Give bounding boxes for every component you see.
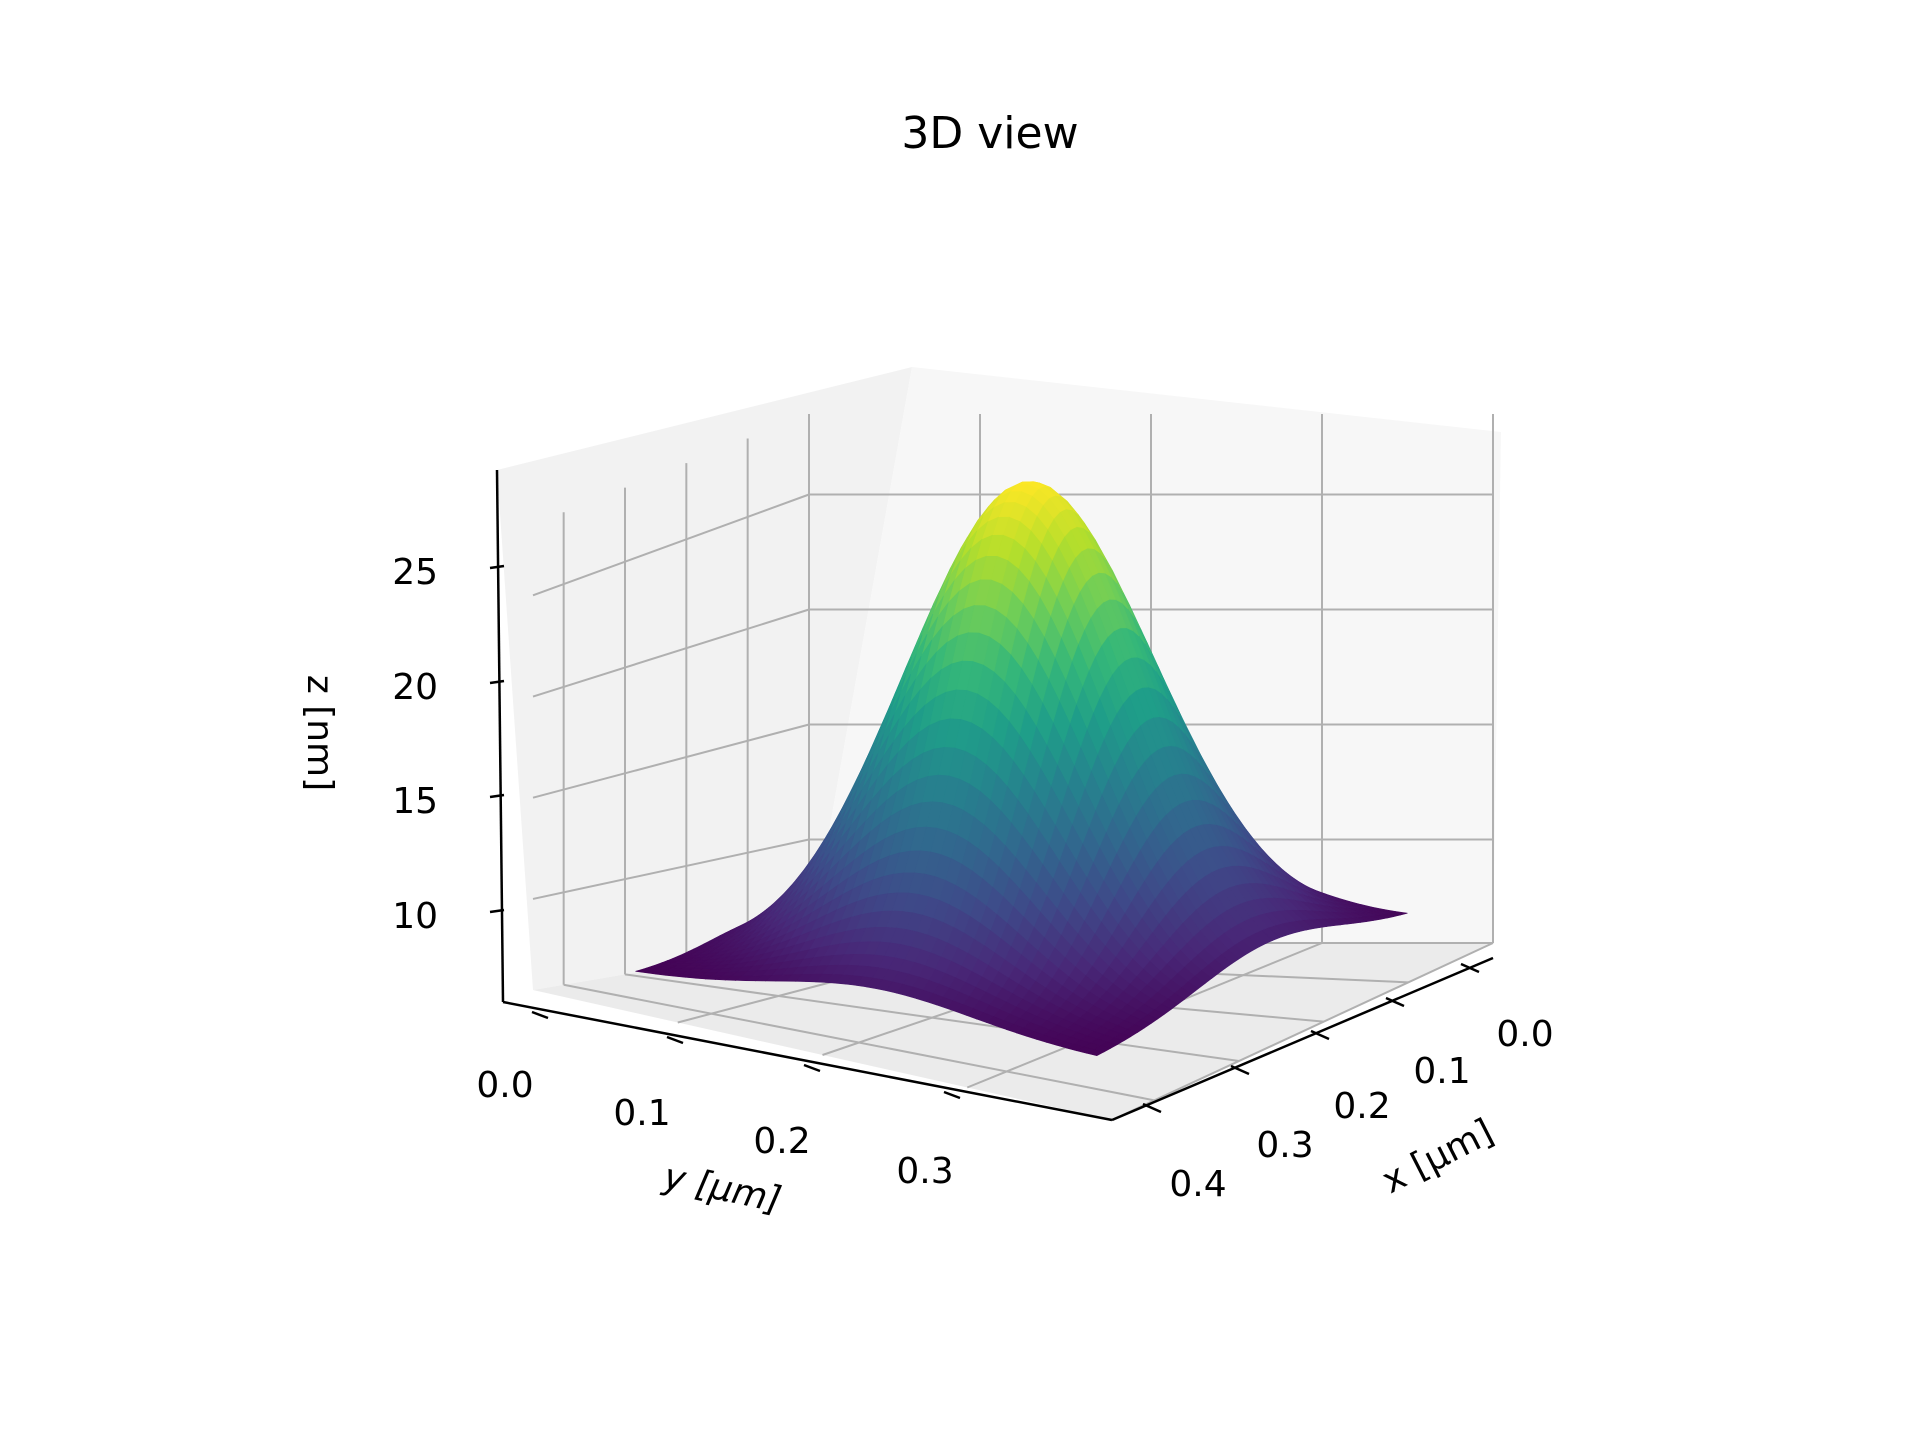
y-tick-label-0.1: 0.1: [613, 1093, 670, 1134]
x-tick-label-0.4: 0.4: [1169, 1164, 1226, 1205]
z-tick-label-15: 15: [392, 781, 438, 822]
surface-plot: [635, 481, 1408, 1057]
z-axis-line: [495, 469, 505, 1003]
y-tick-label-0.0: 0.0: [476, 1065, 533, 1106]
z-tick-label-20: 20: [392, 667, 438, 708]
x-tick-mark: [1460, 962, 1480, 974]
x-tick-mark: [1385, 996, 1405, 1008]
y-axis-label: y [μm]: [659, 1156, 785, 1221]
z-tick-label-25: 25: [392, 552, 438, 593]
x-axis-label: x [μm]: [1376, 1112, 1500, 1202]
z-tick-mark: [489, 908, 505, 914]
left-pane-gridline-z: [532, 838, 810, 900]
left-pane-gridline-z: [532, 493, 810, 597]
x-tick-label-0.1: 0.1: [1413, 1051, 1470, 1092]
z-tick-mark: [489, 564, 505, 570]
left-pane-gridline-z: [532, 608, 810, 698]
surface-patch: [635, 969, 651, 974]
z-tick-label-10: 10: [392, 896, 438, 937]
x-tick-mark: [1142, 1102, 1162, 1114]
x-tick-label-0.0: 0.0: [1496, 1014, 1553, 1055]
y-axis-line: [502, 1000, 1113, 1122]
z-axis-label: z [nm]: [299, 675, 340, 791]
y-tick-label-0.2: 0.2: [753, 1121, 810, 1162]
y-tick-mark: [666, 1035, 684, 1045]
x-tick-label-0.3: 0.3: [1256, 1125, 1313, 1166]
y-tick-mark: [943, 1090, 961, 1100]
y-tick-mark: [531, 1010, 549, 1020]
x-tick-mark: [1230, 1064, 1250, 1076]
z-tick-mark: [489, 793, 505, 799]
z-tick-mark: [489, 679, 505, 685]
axes: [489, 469, 1494, 1122]
x-tick-mark: [1310, 1029, 1330, 1041]
left-pane-gridline-z: [532, 723, 810, 799]
floor-gridline-y: [1111, 942, 1494, 1121]
y-tick-label-0.3: 0.3: [896, 1151, 953, 1192]
z-axis: 10 15 20 25 z [nm]: [299, 552, 438, 937]
chart-title: 3D view: [901, 108, 1078, 159]
y-axis: 0.0 0.1 0.2 0.3 y [μm]: [476, 1065, 953, 1221]
x-axis-line: [1111, 956, 1494, 1122]
x-tick-label-0.2: 0.2: [1333, 1086, 1390, 1127]
y-tick-mark: [803, 1063, 821, 1073]
